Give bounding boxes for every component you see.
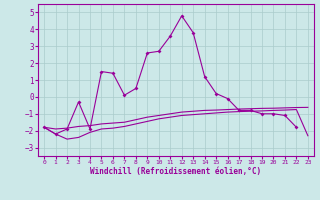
X-axis label: Windchill (Refroidissement éolien,°C): Windchill (Refroidissement éolien,°C) [91, 167, 261, 176]
